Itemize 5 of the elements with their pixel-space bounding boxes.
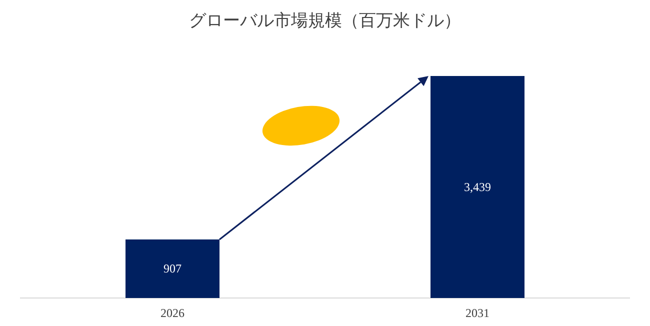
chart-title: グローバル市場規模（百万米ドル） xyxy=(189,11,461,30)
data-label: 3,439 xyxy=(464,180,491,194)
x-tick-label: 2026 xyxy=(160,306,184,320)
data-label: 907 xyxy=(164,262,182,276)
x-tick-label: 2031 xyxy=(466,306,490,320)
